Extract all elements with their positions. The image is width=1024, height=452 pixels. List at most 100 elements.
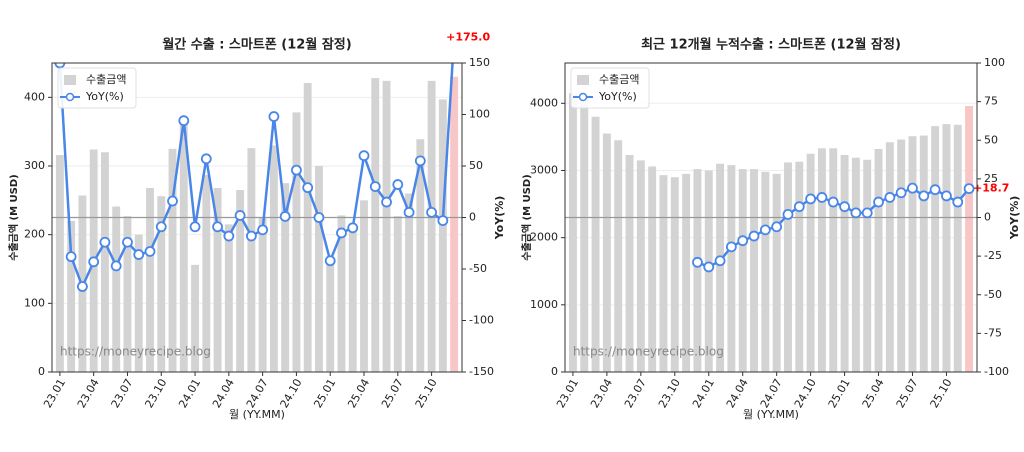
bar bbox=[146, 187, 154, 372]
bar bbox=[405, 193, 414, 372]
yoy-marker bbox=[369, 181, 381, 193]
yoy-marker bbox=[793, 201, 805, 213]
yoy-marker bbox=[725, 241, 737, 253]
bar bbox=[965, 105, 974, 372]
annotation: +18.7 bbox=[973, 182, 1009, 195]
yoy-marker bbox=[692, 256, 703, 268]
x-tick-label: 23.10 bbox=[656, 377, 683, 411]
bar bbox=[438, 99, 447, 372]
x-tick-label: 24.10 bbox=[278, 377, 305, 411]
yoy-marker bbox=[918, 190, 930, 202]
legend-label: YoY(%) bbox=[598, 90, 637, 103]
x-tick-label: 25.04 bbox=[345, 377, 372, 411]
yoy-marker bbox=[929, 184, 941, 196]
y-tick-label: 4000 bbox=[530, 96, 558, 109]
yoy-marker bbox=[54, 63, 66, 69]
yoy-marker bbox=[257, 224, 269, 236]
x-tick-label: 24.10 bbox=[792, 377, 819, 411]
y2-tick-label: 50 bbox=[469, 159, 483, 172]
y2-tick-label: 100 bbox=[469, 108, 490, 121]
bar bbox=[258, 217, 267, 372]
x-tick-label: 24.07 bbox=[244, 377, 271, 411]
yoy-marker bbox=[839, 201, 850, 213]
bar bbox=[224, 224, 233, 372]
bar bbox=[727, 165, 736, 372]
yoy-marker bbox=[392, 179, 404, 190]
bar bbox=[382, 80, 391, 372]
bar bbox=[580, 99, 589, 373]
y-tick-label: 200 bbox=[24, 228, 45, 241]
bar bbox=[851, 157, 860, 372]
annotation: +175.0 bbox=[446, 30, 490, 43]
yoy-marker bbox=[234, 210, 246, 221]
bar bbox=[716, 163, 725, 372]
bar bbox=[897, 139, 906, 372]
y2-tick-label: -100 bbox=[984, 365, 1009, 378]
yoy-marker bbox=[952, 196, 964, 208]
y2-tick-label: -75 bbox=[984, 326, 1002, 339]
y-axis-label: 수출금액 (M USD) bbox=[7, 174, 20, 260]
yoy-marker bbox=[771, 221, 783, 233]
y2-axis-label: YoY(%) bbox=[493, 196, 506, 241]
bar bbox=[202, 174, 211, 372]
y2-tick-label: 100 bbox=[984, 56, 1005, 69]
bar bbox=[591, 116, 600, 372]
x-tick-label: 23.07 bbox=[622, 377, 649, 411]
yoy-marker bbox=[403, 206, 415, 218]
bar bbox=[112, 206, 121, 372]
chart-panel: 월간 수출 : 스마트폰 (12월 잠정) 0 100 200 300 400 -150 -1… bbox=[7, 30, 506, 421]
x-tick-label: 25.07 bbox=[379, 377, 406, 411]
bar bbox=[360, 200, 368, 372]
bar bbox=[416, 139, 425, 372]
chart-title: 최근 12개월 누적수출 : 스마트폰 (12월 잠정) bbox=[641, 37, 901, 53]
legend-label: 수출금액 bbox=[86, 73, 126, 86]
bar bbox=[55, 155, 64, 372]
bar bbox=[337, 215, 346, 372]
yoy-marker bbox=[200, 153, 212, 165]
yoy-marker bbox=[313, 212, 325, 223]
yoy-marker bbox=[963, 183, 975, 195]
y-tick-label: 300 bbox=[24, 159, 45, 172]
bar bbox=[863, 159, 872, 372]
yoy-marker bbox=[223, 230, 235, 242]
yoy-marker bbox=[189, 221, 201, 233]
line-group bbox=[692, 182, 975, 273]
legend-label: 수출금액 bbox=[599, 73, 639, 86]
bar bbox=[568, 93, 577, 372]
yoy-marker bbox=[347, 222, 359, 234]
bar bbox=[67, 220, 76, 372]
bar bbox=[179, 121, 188, 372]
y2-tick-label: -50 bbox=[984, 288, 1002, 301]
yoy-marker bbox=[279, 211, 291, 222]
bar bbox=[738, 169, 747, 372]
yoy-marker bbox=[737, 235, 749, 247]
yoy-marker bbox=[861, 207, 873, 219]
bar bbox=[942, 124, 951, 372]
x-tick-label: 24.01 bbox=[176, 377, 203, 411]
bar bbox=[931, 126, 940, 372]
bar bbox=[761, 171, 770, 372]
legend-swatch bbox=[64, 75, 76, 85]
yoy-marker bbox=[245, 230, 257, 242]
yoy-marker bbox=[324, 255, 336, 267]
x-tick-label: 23.04 bbox=[588, 377, 615, 411]
x-tick-label: 24.04 bbox=[724, 377, 751, 411]
y-tick-label: 2000 bbox=[530, 231, 558, 244]
yoy-marker bbox=[155, 221, 167, 233]
y2-tick-label: 0 bbox=[469, 211, 476, 224]
chart-panel: 최근 12개월 누적수출 : 스마트폰 (12월 잠정)010002000300… bbox=[520, 37, 1021, 422]
x-tick-label: 24.04 bbox=[210, 377, 237, 411]
y2-tick-label: -150 bbox=[469, 365, 494, 378]
yoy-marker bbox=[268, 111, 280, 122]
bar bbox=[625, 155, 634, 372]
bar bbox=[829, 148, 838, 372]
bar bbox=[659, 175, 668, 372]
bar bbox=[885, 142, 894, 372]
x-tick-label: 25.01 bbox=[826, 377, 853, 411]
yoy-marker bbox=[895, 187, 907, 199]
x-tick-label: 24.07 bbox=[758, 377, 785, 411]
x-tick-label: 23.10 bbox=[142, 377, 169, 411]
x-tick-label: 23.07 bbox=[109, 377, 136, 411]
bar bbox=[100, 152, 109, 372]
y-tick-label: 1000 bbox=[530, 298, 558, 311]
